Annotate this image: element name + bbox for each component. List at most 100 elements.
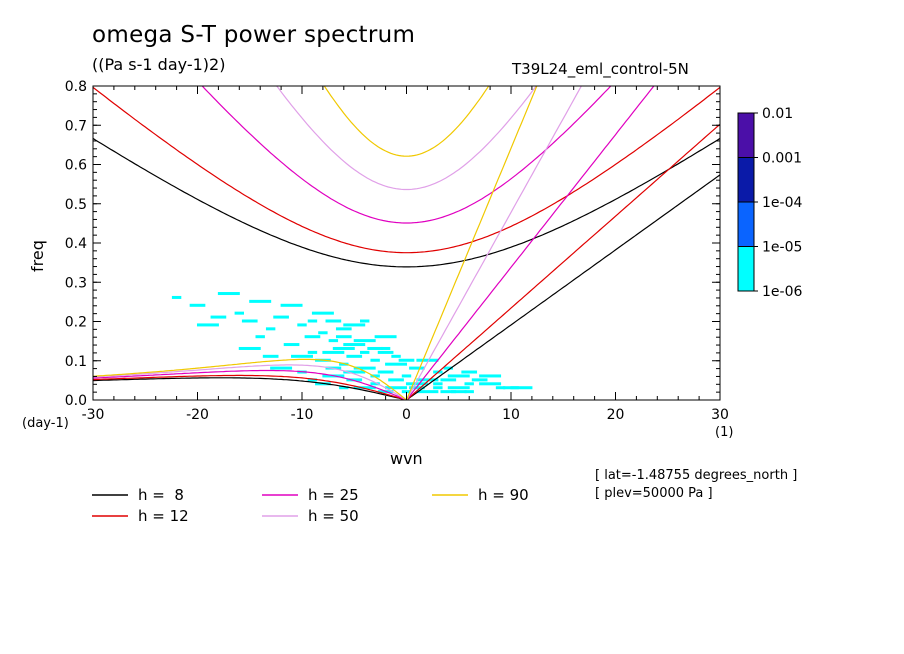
power-cell <box>388 378 404 382</box>
power-cell <box>353 386 376 390</box>
power-cell <box>307 319 318 323</box>
curve-rossby <box>93 358 407 400</box>
power-cell <box>464 390 474 394</box>
power-cell <box>443 366 454 370</box>
power-cell <box>401 390 412 394</box>
curve-rossby <box>93 369 407 400</box>
dispersion-curves <box>93 86 720 400</box>
power-cell <box>416 390 439 394</box>
y-tick-label: 0.1 <box>65 354 87 370</box>
y-tick-label: 0.5 <box>65 197 87 213</box>
power-cell <box>307 378 318 382</box>
legend-label: h = 90 <box>478 486 529 504</box>
colorbar-label: 0.01 <box>762 106 793 122</box>
colorbar-label: 1e-04 <box>762 195 802 211</box>
curve-kelvin <box>406 123 720 400</box>
power-cell <box>377 350 394 354</box>
power-cell <box>447 374 470 378</box>
power-cell <box>328 339 339 343</box>
power-cell <box>343 370 366 374</box>
power-cell <box>332 346 355 350</box>
power-cell <box>464 382 474 386</box>
power-cell <box>447 386 470 390</box>
power-cell <box>189 303 206 307</box>
power-cell <box>391 354 401 358</box>
curve-rossby <box>93 377 407 400</box>
power-cell <box>385 386 408 390</box>
power-cell <box>304 335 321 339</box>
x-tick-label: -10 <box>291 407 314 423</box>
legend-label: h = 12 <box>138 507 189 525</box>
x-tick-label: -30 <box>82 407 105 423</box>
latitude-note: [ lat=-1.48755 degrees_north ] <box>595 468 798 483</box>
x-tick-label: 30 <box>711 407 729 423</box>
power-cell <box>238 346 261 350</box>
power-cell <box>370 358 380 362</box>
y-tick-label: 0.7 <box>65 118 87 134</box>
power-cell <box>409 366 425 370</box>
power-cell <box>273 315 289 319</box>
legend: h = 8 h = 12 h = 25 h = 50 h = 90 <box>92 486 529 525</box>
y-tick-label: 0.3 <box>65 275 87 291</box>
legend-label: h = 50 <box>308 507 359 525</box>
power-cell <box>210 315 227 319</box>
x-tick-label: 10 <box>502 407 520 423</box>
power-cell <box>385 362 408 366</box>
colorbar-label: 1e-05 <box>762 240 802 256</box>
power-cell <box>353 366 376 370</box>
colorbar: 0.01 0.001 1e-04 1e-05 1e-06 <box>737 106 802 300</box>
curve-rossby <box>93 374 407 400</box>
power-cell <box>377 370 394 374</box>
power-cell <box>346 354 363 358</box>
power-cell <box>380 346 391 350</box>
y-axis-unit: (day-1) <box>22 416 69 431</box>
y-tick-label: 0.0 <box>65 393 87 409</box>
colorbar-swatch <box>737 201 755 247</box>
power-cell <box>241 319 258 323</box>
power-cell <box>217 292 240 296</box>
legend-label: h = 8 <box>138 486 184 504</box>
curve-rossby <box>93 364 407 400</box>
power-cell <box>234 311 245 315</box>
y-tick-label: 0.4 <box>65 236 87 252</box>
power-cell <box>343 323 366 327</box>
colorbar-label: 0.001 <box>762 151 802 167</box>
power-cell <box>335 335 352 339</box>
x-tick-label: -20 <box>186 407 209 423</box>
power-cell <box>433 386 443 390</box>
x-axis-unit: (1) <box>715 425 734 440</box>
power-cell <box>297 323 307 327</box>
power-cell <box>374 335 397 339</box>
power-cell <box>283 343 300 347</box>
power-cell <box>409 386 425 390</box>
power-cell <box>265 327 276 331</box>
power-cell <box>339 386 349 390</box>
power-cell <box>325 319 342 323</box>
power-cell <box>401 374 412 378</box>
power-cell <box>196 323 219 327</box>
power-cell <box>318 331 328 335</box>
power-cell <box>461 370 478 374</box>
colorbar-swatch <box>737 246 755 292</box>
power-cell <box>416 358 439 362</box>
power-cell <box>370 382 380 386</box>
colorbar-swatch <box>737 112 755 158</box>
power-cell <box>495 386 506 390</box>
curve-inertio-gravity <box>275 86 538 191</box>
power-cell <box>280 303 303 307</box>
colorbar-label: 1e-06 <box>762 284 802 300</box>
run-name: T39L24_eml_control-5N <box>512 60 689 78</box>
power-cell <box>249 299 272 303</box>
power-cell <box>359 350 370 354</box>
power-cell <box>346 378 363 382</box>
x-tick-label: 0 <box>402 407 411 423</box>
power-cell <box>405 382 428 386</box>
curve-inertio-gravity <box>93 86 720 254</box>
pressure-level-note: [ plev=50000 Pa ] <box>595 486 713 501</box>
power-cell <box>433 382 443 386</box>
power-cell <box>370 374 380 378</box>
power-cell <box>343 343 366 347</box>
chart-units: ((Pa s-1 day-1)2) <box>92 55 226 74</box>
x-tick-label: 20 <box>607 407 625 423</box>
